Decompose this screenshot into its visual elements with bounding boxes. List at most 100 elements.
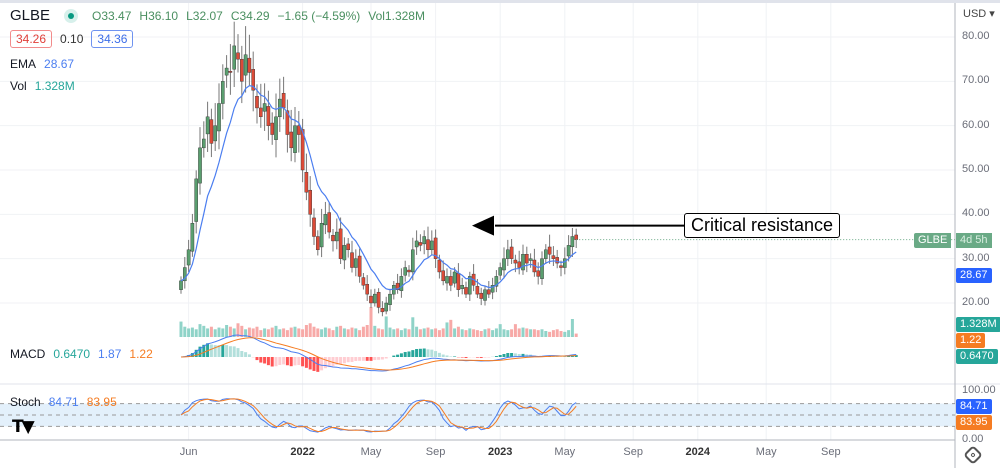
volume-bar [563, 331, 567, 337]
time-tick: 2023 [487, 446, 513, 458]
macd-histogram-bar [407, 351, 411, 357]
time-tick: May [554, 446, 576, 458]
volume-bar [384, 316, 388, 337]
macd-histogram-bar [259, 357, 263, 363]
macd-legend[interactable]: MACD 0.6470 1.87 1.22 [10, 347, 153, 361]
volume-bar [206, 328, 210, 337]
candle [430, 240, 434, 251]
candle [346, 243, 351, 251]
volume-bar [202, 325, 206, 337]
candle [559, 265, 563, 268]
macd-histogram-bar [517, 354, 521, 357]
macd-histogram-bar [270, 357, 274, 367]
volume-bar [301, 329, 305, 337]
macd-histogram-bar [365, 357, 369, 361]
bid-button[interactable]: 34.26 [10, 30, 53, 48]
macd-histogram-bar [320, 357, 324, 371]
volume-tag: 1.328M [956, 317, 1000, 332]
volume-bar [392, 329, 396, 337]
macd-histogram-bar [232, 346, 236, 357]
price-tick: 30.00 [962, 251, 990, 264]
candle [194, 178, 199, 222]
stoch-legend[interactable]: Stoch 84.71 83.95 [10, 395, 117, 409]
macd-histogram-bar [422, 348, 426, 357]
macd-histogram-bar [247, 354, 251, 357]
volume-bar [456, 326, 460, 337]
candle [456, 272, 461, 290]
volume-bar [415, 326, 419, 337]
volume-bar [437, 330, 441, 337]
candle [213, 125, 218, 142]
annotation-arrowhead [472, 215, 494, 236]
macd-histogram-bar [194, 349, 198, 357]
volume-bar [331, 330, 335, 337]
volume-bar [259, 330, 263, 337]
critical-resistance-annotation[interactable]: Critical resistance [684, 213, 841, 238]
volume-bar [475, 330, 479, 337]
candle [285, 110, 290, 135]
tradingview-logo[interactable]: T▼ [12, 417, 35, 437]
volume-bar [198, 324, 202, 337]
candle [551, 255, 556, 259]
macd-histogram-bar [350, 357, 354, 362]
candle [411, 249, 415, 273]
volume-bar [445, 322, 449, 337]
macd-histogram-bar [228, 346, 232, 357]
volume-bar [570, 319, 574, 337]
macd-histogram-bar [206, 343, 210, 357]
macd-signal-line [180, 337, 577, 371]
volume-bar [354, 328, 358, 337]
macd-histogram-bar [327, 357, 331, 368]
candle [517, 261, 521, 268]
volume-bar [274, 325, 278, 337]
volume-bar [567, 330, 571, 337]
macd-histogram-bar [297, 357, 301, 366]
volume-bar [312, 326, 316, 337]
macd-histogram-bar [392, 355, 396, 357]
volume-bar [453, 328, 457, 337]
ask-button[interactable]: 34.36 [91, 30, 134, 48]
volume-bar [510, 329, 514, 337]
volume-bar [430, 329, 434, 337]
symbol-label: GLBE [10, 7, 51, 24]
volume-bar [179, 321, 183, 337]
volume-bar [263, 328, 267, 337]
candle [483, 289, 487, 301]
macd-line [180, 334, 577, 372]
currency-selector[interactable]: USD ▾ [963, 8, 995, 20]
candle [525, 254, 529, 264]
volume-bar [361, 326, 365, 337]
volume-bar [532, 329, 536, 337]
volume-bar [388, 327, 392, 337]
volume-bar [472, 329, 476, 337]
macd-histogram-bar [510, 353, 514, 357]
volume-bar [517, 328, 521, 337]
candle [487, 289, 491, 295]
macd-histogram-bar [331, 357, 335, 367]
candle [502, 258, 506, 271]
candle [570, 236, 575, 248]
candle [190, 223, 195, 252]
volume-bar [513, 324, 517, 337]
candle [323, 214, 328, 226]
macd-histogram-bar [308, 357, 312, 370]
candle [414, 240, 419, 248]
candle [312, 217, 316, 237]
bid-ask: 34.26 0.10 34.36 [10, 30, 134, 48]
stoch-band [0, 403, 955, 427]
vol-legend[interactable]: Vol 1.328M [10, 79, 75, 93]
macd-histogram-bar [380, 357, 384, 360]
volume-bar [308, 323, 312, 337]
volume-bar [536, 330, 540, 337]
macd-histogram-bar [555, 356, 559, 357]
ema-legend[interactable]: EMA 28.67 [10, 57, 74, 71]
macd-signal-tag: 1.22 [956, 333, 986, 348]
macd-histogram-bar [567, 356, 571, 357]
candle [262, 103, 267, 112]
candle [186, 249, 191, 266]
candle [536, 270, 540, 277]
candle [259, 107, 263, 118]
stoch-d-value: 83.95 [86, 395, 117, 409]
